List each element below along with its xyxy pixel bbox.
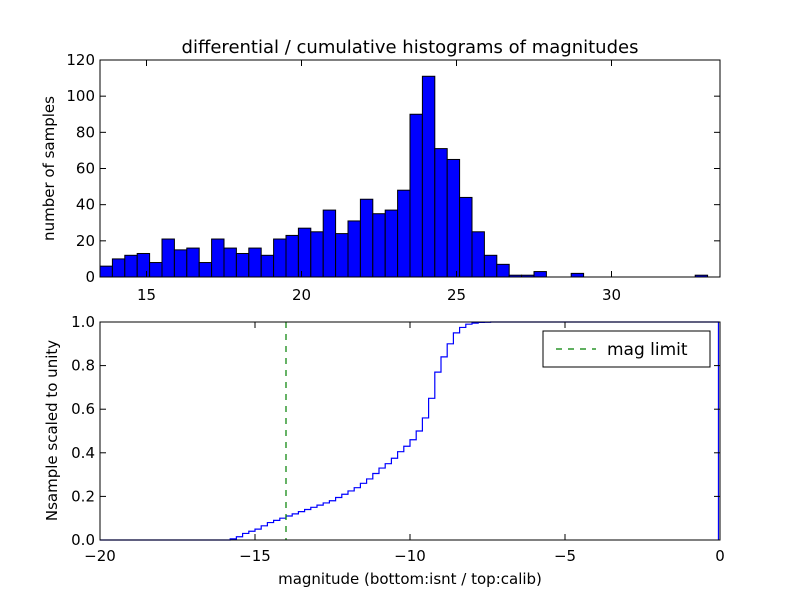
cumulative-x-ticks: −20 −15 −10 −5 0 xyxy=(84,322,725,565)
histogram-bar xyxy=(421,75,436,278)
cumulative-step-line xyxy=(100,321,720,541)
histogram-bar xyxy=(359,198,374,278)
histogram-bar xyxy=(384,209,399,278)
y-tick-label: 0.6 xyxy=(71,400,95,418)
histogram-bar xyxy=(223,247,237,278)
x-tick-label: −20 xyxy=(84,547,116,565)
histogram-bar xyxy=(285,234,299,278)
histogram-bar xyxy=(409,113,423,278)
y-tick-label: 120 xyxy=(66,51,95,69)
histogram-bar xyxy=(173,249,188,278)
histogram-bar xyxy=(372,213,386,278)
histogram-bar xyxy=(211,238,225,278)
cumulative-frame xyxy=(99,321,721,541)
x-tick-label: 30 xyxy=(602,286,621,304)
histogram-bar xyxy=(99,265,113,278)
histogram-y-ticks: 0 20 40 60 80 100 120 xyxy=(66,51,720,286)
histogram-bar xyxy=(124,254,138,278)
cumulative-y-ticks: 0.0 0.2 0.4 0.6 0.8 1.0 xyxy=(71,313,720,549)
x-tick-label: 20 xyxy=(292,286,311,304)
y-tick-label: 1.0 xyxy=(71,313,95,331)
histogram-bar xyxy=(260,254,275,278)
y-tick-label: 0.2 xyxy=(71,487,95,505)
histogram-frame xyxy=(99,59,721,278)
histogram-bar xyxy=(273,238,287,278)
x-tick-label: −5 xyxy=(554,547,576,565)
histogram-bar xyxy=(198,262,213,278)
x-tick-label: −15 xyxy=(239,547,271,565)
histogram-bars xyxy=(99,75,709,278)
histogram-bar xyxy=(570,272,585,278)
y-tick-label: 80 xyxy=(76,123,95,141)
histogram-bar xyxy=(471,231,485,278)
chart-title: differential / cumulative histograms of … xyxy=(182,37,639,58)
histogram-bar xyxy=(483,254,498,278)
cumulative-xlabel: magnitude (bottom:isnt / top:calib) xyxy=(278,570,542,588)
histogram-bar xyxy=(434,148,448,278)
histogram-bar xyxy=(533,271,547,278)
y-tick-label: 0 xyxy=(85,268,95,286)
histogram-bar xyxy=(149,262,163,278)
x-tick-label: −10 xyxy=(394,547,426,565)
histogram-bar xyxy=(297,227,312,278)
histogram-bar xyxy=(322,209,337,278)
y-tick-label: 0.0 xyxy=(71,531,95,549)
histogram-bar xyxy=(347,220,361,278)
histogram-bar xyxy=(496,263,510,278)
y-tick-label: 60 xyxy=(76,160,95,178)
histogram-x-ticks: 15 20 25 30 xyxy=(137,60,621,304)
histogram-bar xyxy=(459,196,473,278)
histogram-bar xyxy=(186,247,200,278)
histogram-bar xyxy=(446,158,461,278)
histogram-bar xyxy=(397,189,411,278)
histogram-bar xyxy=(161,238,175,278)
y-tick-label: 0.4 xyxy=(71,444,95,462)
histogram-bar xyxy=(136,252,151,278)
histogram-bar xyxy=(335,233,349,278)
y-tick-label: 0.8 xyxy=(71,357,95,375)
legend: mag limit xyxy=(542,330,711,368)
x-tick-label: 0 xyxy=(715,547,725,565)
legend-label: mag limit xyxy=(607,340,688,360)
histogram-bar xyxy=(310,231,324,278)
y-tick-label: 20 xyxy=(76,232,95,250)
x-tick-label: 25 xyxy=(447,286,466,304)
histogram-bar xyxy=(235,252,250,278)
y-tick-label: 40 xyxy=(76,196,95,214)
histogram-ylabel: number of samples xyxy=(40,96,58,241)
histogram-bar xyxy=(248,247,262,278)
cumulative-chart: Nsample scaled to unity magnitude (botto… xyxy=(43,313,725,588)
histogram-bar xyxy=(111,258,126,278)
histogram-chart: differential / cumulative histograms of … xyxy=(40,37,721,304)
cumulative-ylabel: Nsample scaled to unity xyxy=(43,340,61,521)
cumulative-plot-area xyxy=(100,321,720,541)
y-tick-label: 100 xyxy=(66,87,95,105)
x-tick-label: 15 xyxy=(137,286,156,304)
